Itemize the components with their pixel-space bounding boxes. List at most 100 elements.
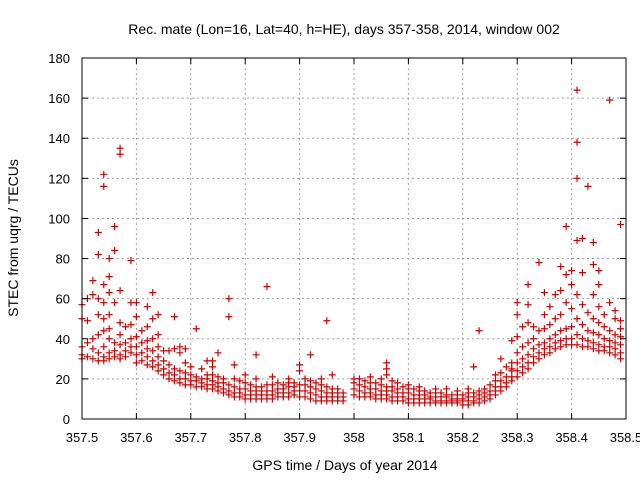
data-point [540,345,548,353]
data-point [116,331,124,339]
x-tick-label: 358.4 [555,430,588,445]
data-point [100,281,108,289]
data-point [268,381,276,389]
data-point [149,357,157,365]
data-point [606,299,614,307]
data-point [551,339,559,347]
data-point [584,327,592,335]
data-point [100,327,108,335]
data-point [383,365,391,373]
data-point [94,228,102,236]
data-point [513,299,521,307]
data-point [89,345,97,353]
data-point [312,385,320,393]
data-point [127,335,135,343]
data-point [562,299,570,307]
data-point [241,385,249,393]
data-point [170,313,178,321]
data-point [481,385,489,393]
data-point [551,291,559,299]
data-point [568,305,576,313]
data-point [464,385,472,393]
data-point [105,273,113,281]
data-point [154,367,162,375]
data-point [617,349,625,357]
data-point [568,323,576,331]
data-point [573,291,581,299]
data-point [209,363,217,371]
data-point [143,323,151,331]
data-point [94,331,102,339]
data-point [143,337,151,345]
x-tick-label: 358 [343,430,365,445]
data-point [589,315,597,323]
data-point [508,337,516,345]
data-point [589,329,597,337]
data-point [524,281,532,289]
x-tick-label: 357.8 [229,430,262,445]
data-point [160,365,168,373]
data-point [105,355,113,363]
data-point [459,391,467,399]
data-point [230,375,238,383]
data-point [143,303,151,311]
data-point [611,307,619,315]
data-point [111,339,119,347]
data-point [497,377,505,385]
data-point [132,351,140,359]
data-point [546,335,554,343]
data-point [530,345,538,353]
data-point [530,353,538,361]
data-point [149,289,157,297]
data-point [578,269,586,277]
data-point [491,371,499,379]
data-point [513,349,521,357]
data-point [557,343,565,351]
data-point [394,379,402,387]
data-point [89,335,97,343]
data-point [339,389,347,397]
data-point [111,222,119,230]
data-point [595,303,603,311]
data-point [568,281,576,289]
data-point [540,289,548,297]
data-point [132,333,140,341]
data-point [116,150,124,158]
data-point [470,389,478,397]
data-point [578,335,586,343]
data-point [383,371,391,379]
data-point [562,271,570,279]
data-point [524,339,532,347]
data-point [611,351,619,359]
data-point [100,182,108,190]
data-point [317,375,325,383]
y-tick-label: 80 [56,252,70,267]
data-point [589,339,597,347]
data-point [83,353,91,361]
data-point [519,323,527,331]
data-point [410,385,418,393]
data-point [546,349,554,357]
data-point [453,387,461,395]
data-point [513,367,521,375]
x-tick-label: 357.9 [283,430,316,445]
data-point [377,375,385,383]
data-point [165,361,173,369]
data-point [404,381,412,389]
data-point [209,377,217,385]
data-point [306,383,314,391]
data-point [600,335,608,343]
data-point [165,347,173,355]
data-point [355,375,363,383]
data-point [606,327,614,335]
data-point [557,327,565,335]
data-point [421,387,429,395]
data-point [306,389,314,397]
data-point [535,341,543,349]
data-point [241,379,249,387]
x-tick-label: 358.1 [392,430,425,445]
data-point [122,353,130,361]
data-point [595,341,603,349]
data-point [535,327,543,335]
